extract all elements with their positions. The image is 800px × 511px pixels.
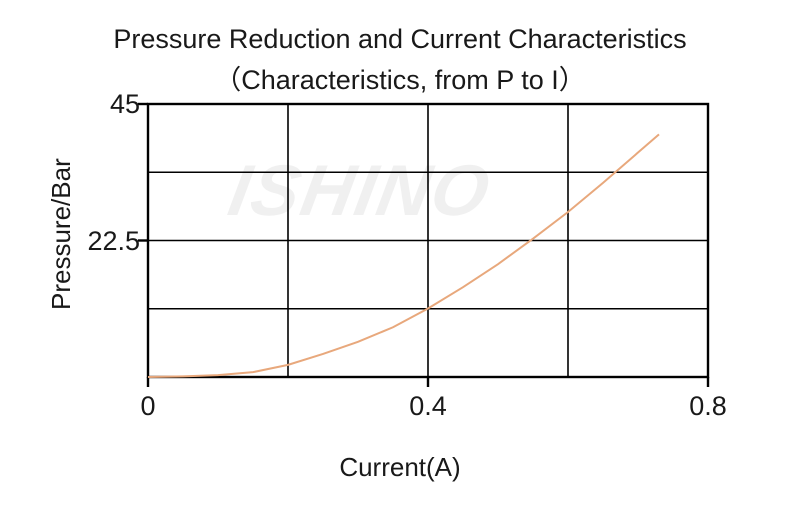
ytick-label: 45 bbox=[40, 89, 140, 120]
chart-container: ISHINO Pressure Reduction and Current Ch… bbox=[0, 0, 800, 511]
xtick-label: 0 bbox=[108, 391, 188, 422]
ytick-label: 22.5 bbox=[40, 226, 140, 257]
series-line bbox=[148, 134, 659, 377]
xtick-label: 0.8 bbox=[668, 391, 748, 422]
xtick-label: 0.4 bbox=[388, 391, 468, 422]
